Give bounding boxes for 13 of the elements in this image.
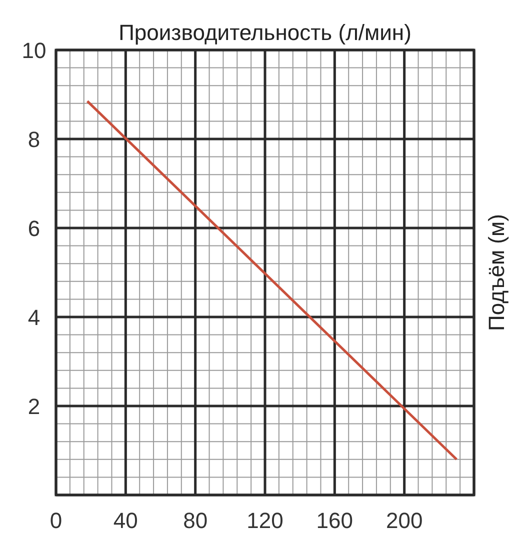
x-axis-title: Производительность (л/мин) [118, 20, 412, 45]
x-tick-label: 160 [316, 508, 354, 533]
y-tick-label: 8 [28, 127, 40, 152]
x-tick-label: 40 [113, 508, 138, 533]
x-tick-label: 120 [246, 508, 284, 533]
y-tick-label: 10 [22, 38, 46, 63]
y-tick-label: 6 [28, 216, 40, 241]
x-tick-label: 80 [183, 508, 208, 533]
y-tick-label: 4 [28, 305, 40, 330]
x-tick-label: 200 [386, 508, 423, 533]
y-tick-label: 2 [28, 394, 40, 419]
x-tick-label: 0 [50, 508, 62, 533]
y-axis-title: Подъём (м) [484, 214, 509, 331]
